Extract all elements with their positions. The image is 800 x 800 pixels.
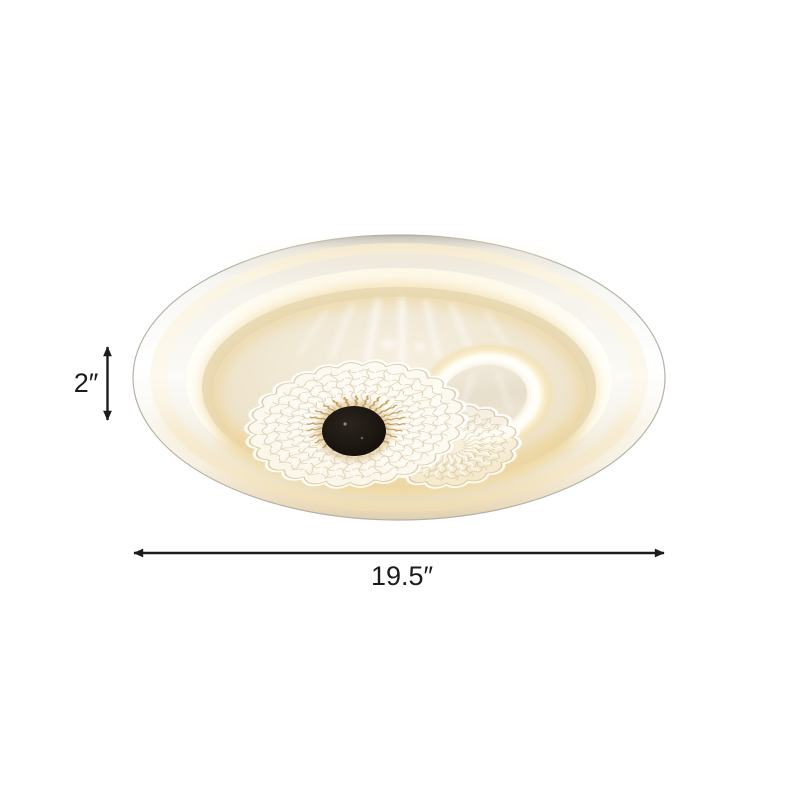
center-cap	[317, 401, 391, 461]
height-dimension: 2″	[74, 346, 112, 421]
light-reflection-streaks	[298, 297, 510, 363]
lamp-body	[132, 234, 666, 521]
width-dimension: 19.5″	[133, 548, 665, 591]
width-dimension-label: 19.5″	[371, 561, 434, 591]
height-dimension-label: 2″	[74, 368, 99, 398]
